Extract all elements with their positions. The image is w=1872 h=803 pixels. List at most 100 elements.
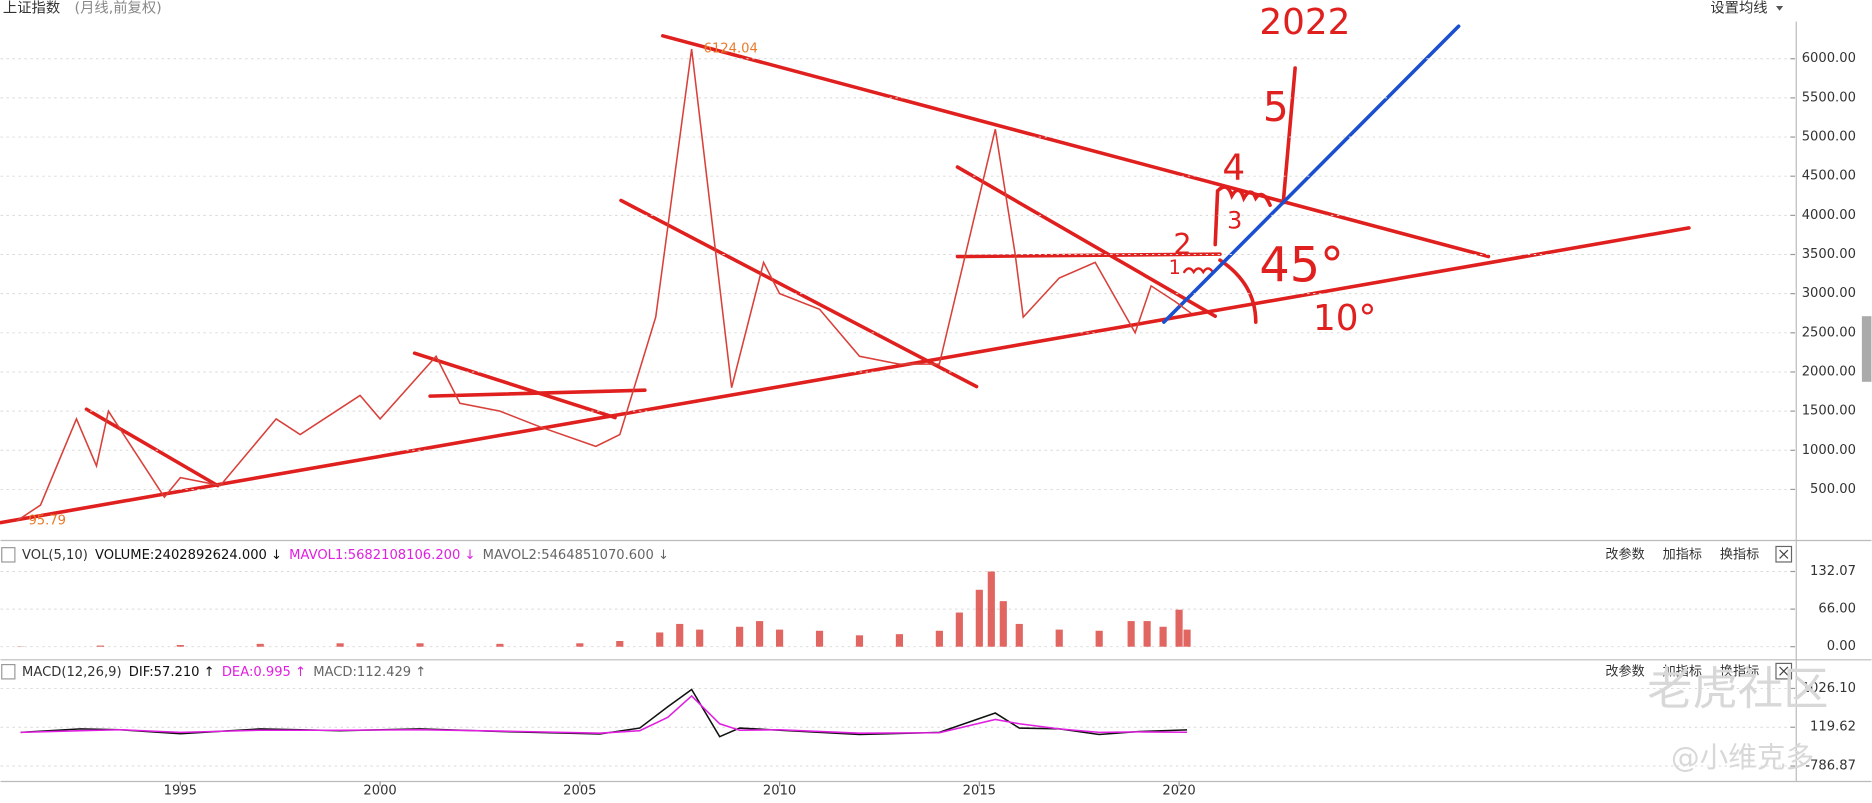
x-tick-label: 2015: [963, 784, 996, 799]
volume-bar: [855, 635, 864, 647]
angle-arc: [1218, 258, 1258, 324]
y-tick-label: 119.62: [1810, 720, 1856, 735]
legend-entry: MACD:112.429 ↑: [313, 664, 426, 679]
volume-bar: [1175, 609, 1183, 647]
volume-bar: [955, 612, 963, 647]
volume-bar: [1183, 629, 1191, 647]
volume-bar: [676, 623, 684, 647]
y-tick-label: -786.87: [1805, 759, 1856, 774]
y-tick-label: 6000.00: [1802, 51, 1856, 66]
close-icon: [1779, 549, 1789, 559]
wave-sketch: [1182, 267, 1215, 275]
legend-entry: VOL(5,10): [22, 547, 88, 562]
volume-bar: [336, 643, 344, 647]
panel-legend: VOL(5,10) VOLUME:2402892624.000 ↓ MAVOL1:5…: [22, 547, 669, 562]
trend-line: [0, 226, 1691, 525]
y-tick-label: 132.07: [1810, 564, 1856, 579]
price-annotation: 6124.04: [704, 42, 758, 57]
trend-line: [1162, 24, 1461, 324]
volume-bar: [756, 621, 764, 647]
panel-button[interactable]: 改参数: [1605, 545, 1644, 562]
watermark: 老虎社区: [1647, 663, 1828, 716]
handwritten-note: 1: [1169, 256, 1181, 279]
x-tick-label: 2010: [763, 784, 796, 799]
y-tick-label: 3000.00: [1802, 286, 1856, 301]
y-tick-label: 2000.00: [1802, 364, 1856, 379]
chart-subtitle: (月线,前复权): [75, 0, 162, 16]
legend-entry: DEA:0.995 ↑: [222, 664, 306, 679]
panel-button[interactable]: 加指标: [1663, 663, 1702, 679]
panel-button[interactable]: 加指标: [1663, 546, 1702, 562]
volume-bar: [616, 641, 624, 647]
wave-sketch: [1213, 185, 1272, 247]
trend-line: [84, 407, 220, 488]
y-tick-label: 4000.00: [1802, 208, 1856, 223]
trend-line: [428, 388, 647, 398]
series-line: [20, 694, 1188, 734]
x-tick-label: 2000: [363, 784, 396, 799]
panel-button[interactable]: 换指标: [1720, 663, 1759, 679]
y-tick-label: 3500.00: [1802, 247, 1856, 262]
legend-entry: DIF:57.210 ↑: [129, 664, 215, 679]
y-tick-label: 2500.00: [1802, 325, 1856, 340]
volume-bar: [696, 629, 704, 647]
volume-bar: [895, 634, 904, 647]
scrollbar[interactable]: [1861, 316, 1872, 382]
trend-line: [619, 198, 979, 389]
volume-bar: [815, 630, 824, 647]
volume-bar: [975, 589, 983, 647]
volume-bar: [1159, 626, 1167, 647]
legend-entry: MAVOL1:5682108106.200 ↓: [289, 547, 475, 562]
volume-bar: [96, 645, 105, 647]
setting-button[interactable]: 设置均线: [1710, 0, 1767, 16]
y-tick-label: 0.00: [1827, 639, 1856, 654]
help-icon: [1, 547, 16, 563]
volume-bar: [416, 643, 424, 647]
handwritten-note: 2: [1173, 227, 1191, 261]
legend-entry: MACD(12,26,9): [22, 664, 122, 679]
series-line: [16, 48, 1192, 522]
trend-line: [955, 165, 1217, 318]
volume-bar: [736, 626, 744, 647]
panel-button[interactable]: 换指标: [1720, 546, 1759, 562]
y-tick-label: 1000.00: [1802, 443, 1856, 458]
volume-bar: [1095, 630, 1103, 647]
volume-bar: [1015, 623, 1023, 647]
handwritten-note: 2022: [1259, 2, 1350, 43]
y-tick-label: 500.00: [1810, 482, 1856, 497]
x-tick-label: 1995: [164, 784, 197, 799]
handwritten-note: 3: [1227, 206, 1242, 234]
panel-legend: MACD(12,26,9) DIF:57.210 ↑ DEA:0.995 ↑ MACD…: [22, 664, 426, 679]
x-tick-label: 2020: [1162, 784, 1195, 799]
volume-bar: [576, 643, 584, 647]
chart-title: 上证指数: [3, 0, 60, 16]
y-tick-label: 4500.00: [1802, 169, 1856, 184]
price-annotation: 95.79: [28, 514, 66, 529]
handwritten-note: 45°: [1259, 238, 1344, 293]
watermark: @小维克多: [1671, 740, 1814, 774]
trend-line: [1281, 66, 1297, 205]
trend-line: [660, 34, 1491, 259]
y-tick-label: 66.00: [1818, 602, 1856, 617]
close-icon: [1779, 666, 1789, 676]
volume-bar: [775, 629, 784, 647]
close-button[interactable]: [1775, 662, 1793, 680]
y-tick-label: 1500.00: [1802, 404, 1856, 419]
volume-bar: [1055, 629, 1063, 647]
volume-bar: [256, 643, 264, 647]
help-icon: [1, 663, 16, 680]
handwritten-note: 4: [1222, 147, 1245, 188]
volume-bar: [496, 643, 504, 647]
handwritten-note: 5: [1263, 83, 1289, 131]
volume-bar: [656, 632, 664, 647]
y-tick-label: 1026.10: [1802, 681, 1856, 696]
close-button[interactable]: [1775, 545, 1793, 563]
dropdown-icon: [1775, 5, 1784, 11]
legend-entry: VOLUME:2402892624.000 ↓: [95, 547, 282, 562]
y-tick-label: 5000.00: [1802, 130, 1856, 145]
volume-bar: [1143, 621, 1151, 647]
panel-button[interactable]: 改参数: [1605, 662, 1644, 679]
volume-bar: [987, 571, 995, 647]
hand-drawn-lines: [0, 24, 1691, 525]
